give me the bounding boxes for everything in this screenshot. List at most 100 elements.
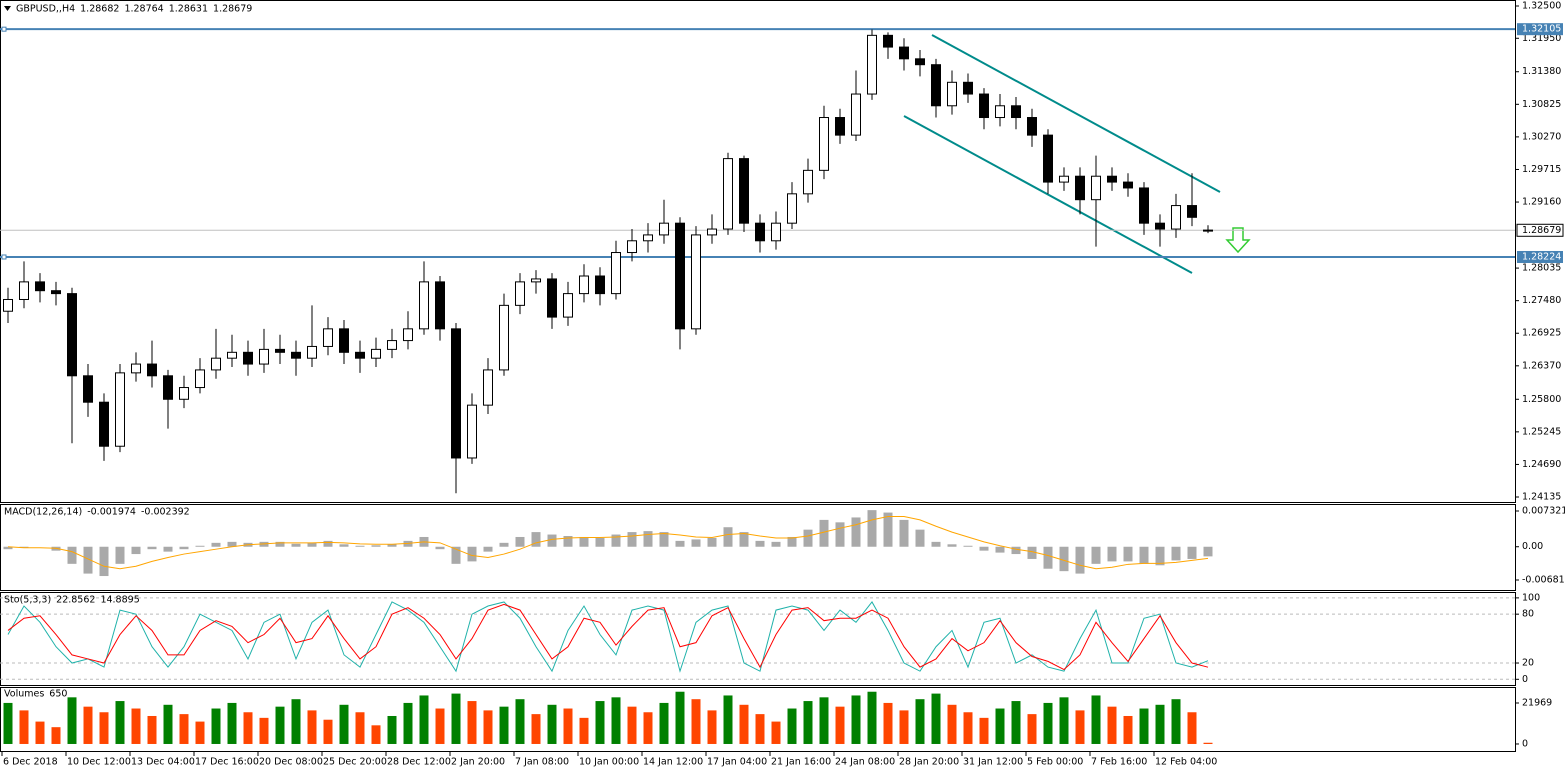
candle-body (707, 228, 717, 236)
candle-body (675, 222, 685, 330)
macd-bar (67, 546, 77, 564)
candle-body (35, 281, 45, 292)
macd-bar (835, 522, 845, 547)
macd-bar (915, 529, 925, 547)
volume-bar (371, 725, 381, 744)
volume-bar (915, 699, 925, 744)
volume-bar (1139, 708, 1149, 744)
macd-bar (803, 529, 813, 547)
macd-bar (211, 542, 221, 547)
y-tick-label: 1.31950 (1522, 33, 1561, 44)
x-tick-label: 31 Jan 12:00 (963, 757, 1023, 768)
volume-bar (803, 701, 813, 744)
volume-bar (867, 691, 877, 744)
macd-bar (499, 542, 509, 547)
candle-body (931, 64, 941, 107)
macd-bar (371, 545, 381, 547)
volume-bar (899, 710, 909, 744)
y-tick-label: 1.24690 (1522, 459, 1561, 470)
candle-body (3, 298, 13, 312)
header-text: 650 (49, 689, 67, 700)
volume-bar (835, 706, 845, 744)
volume-bar (947, 704, 957, 744)
candle-body (627, 240, 637, 254)
y-tick-label: 1.25245 (1522, 426, 1561, 437)
volume-bar (147, 715, 157, 744)
macd-bar (787, 536, 797, 547)
volume-bar (739, 704, 749, 744)
y-tick-label: 100 (1522, 592, 1540, 603)
volume-bar (723, 695, 733, 744)
volume-bar (83, 706, 93, 744)
level-marker (1, 26, 7, 32)
candle-body (227, 351, 237, 359)
macd-bar (1043, 546, 1053, 569)
candle-body (819, 117, 829, 171)
header-text: GBPUSD,,H4 (16, 4, 75, 15)
macd-bar (883, 512, 893, 547)
macd-bar (1027, 546, 1037, 559)
volume-bar (195, 721, 205, 744)
header-text: 22.8562 (56, 595, 95, 606)
volume-bar (515, 699, 525, 744)
volume-bar (1171, 699, 1181, 744)
level-label: 1.32105 (1522, 24, 1561, 35)
x-tick-label: 20 Dec 08:00 (259, 757, 323, 768)
macd-bar (723, 527, 733, 547)
x-tick-label: 28 Jan 20:00 (899, 757, 959, 768)
volume-bar (819, 697, 829, 744)
candle-body (163, 375, 173, 400)
macd-bar (451, 546, 461, 564)
volume-bar (595, 701, 605, 744)
volume-bar (499, 706, 509, 744)
candle-body (659, 222, 669, 236)
price-label-bg (1516, 223, 1564, 237)
candle-body (739, 158, 749, 224)
macd-bar (1155, 546, 1165, 566)
x-tick-label: 17 Dec 16:00 (195, 757, 259, 768)
volume-bar (259, 717, 269, 744)
candle-body (131, 363, 141, 374)
y-tick-label: -0.006811 (1522, 574, 1565, 585)
header-text: 1.28631 (169, 4, 208, 15)
candle-body (1139, 187, 1149, 224)
y-tick-label: 1.25800 (1522, 394, 1561, 405)
volume-bar (291, 699, 301, 744)
candle-body (243, 351, 253, 365)
macd-bar (995, 546, 1005, 553)
candle-body (851, 93, 861, 136)
candle-body (51, 290, 61, 295)
x-tick-label: 17 Jan 04:00 (707, 757, 767, 768)
candle-body (1059, 175, 1069, 183)
volume-bar (771, 721, 781, 744)
candle-body (1075, 175, 1085, 201)
volume-bar (1107, 706, 1117, 744)
macd-bar (83, 546, 93, 574)
candle-body (1107, 175, 1117, 183)
volume-bar (3, 702, 13, 744)
macd-bar (627, 532, 637, 547)
candle-body (723, 158, 733, 230)
volume-bar (227, 702, 237, 744)
macd-bar (947, 544, 957, 547)
candle-body (579, 275, 589, 295)
volume-bar (339, 704, 349, 744)
volume-bar (387, 715, 397, 744)
y-tick-label: 80 (1522, 609, 1534, 620)
macd-bar (899, 519, 909, 547)
candle-body (643, 234, 653, 242)
macd-bar (1187, 546, 1197, 559)
volume-bar (163, 704, 173, 744)
candle-body (531, 278, 541, 283)
macd-bar (771, 541, 781, 547)
volume-bar (131, 708, 141, 744)
header-text: Volumes (4, 689, 44, 700)
macd-bar (131, 546, 141, 555)
macd-bar (643, 531, 653, 547)
macd-bar (3, 546, 13, 550)
volume-bar (179, 714, 189, 744)
volume-bar (611, 697, 621, 744)
candle-body (803, 169, 813, 195)
volume-bar (995, 708, 1005, 744)
